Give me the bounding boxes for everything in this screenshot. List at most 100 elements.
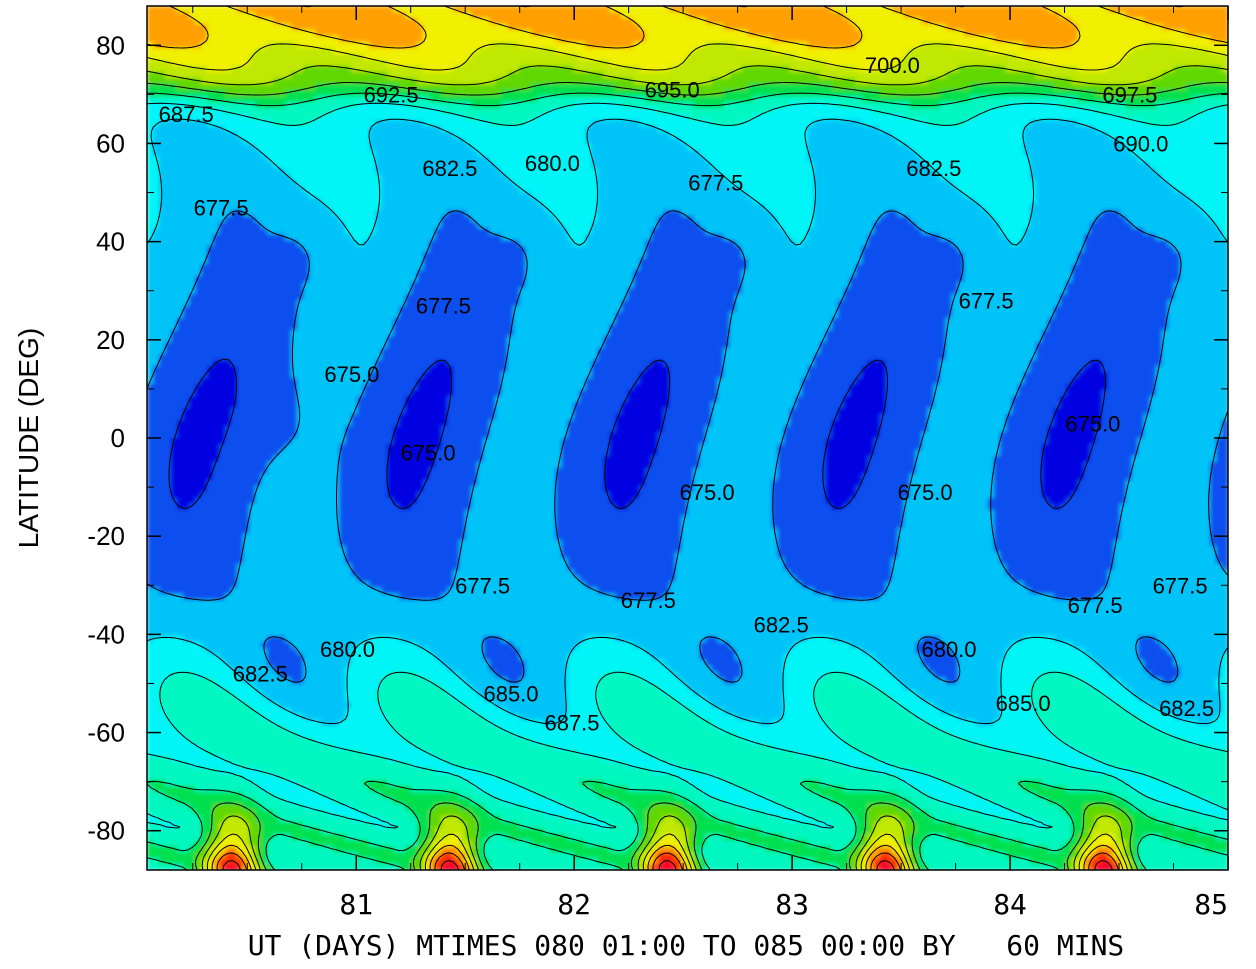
field-cell (1101, 6, 1109, 13)
field-cell (843, 30, 851, 37)
field-cell (249, 60, 256, 67)
field-cell (399, 96, 406, 103)
field-cell (897, 84, 905, 91)
field-cell (807, 6, 815, 13)
field-cell (837, 162, 845, 169)
field-cell (723, 132, 731, 139)
field-cell (477, 156, 485, 163)
field-cell (615, 162, 623, 169)
field-cell (1209, 6, 1217, 13)
field-cell (609, 84, 617, 91)
field-cell (591, 144, 599, 151)
field-cell (1203, 42, 1211, 49)
field-cell (327, 24, 334, 31)
field-cell (813, 120, 821, 127)
field-cell (273, 36, 280, 43)
field-cell (609, 66, 617, 73)
field-cell (1209, 156, 1217, 163)
field-cell (633, 162, 641, 169)
field-cell (969, 48, 977, 55)
field-cell (663, 108, 671, 115)
field-cell (483, 6, 491, 13)
field-cell (531, 24, 539, 31)
field-cell (609, 168, 617, 175)
field-cell (1089, 138, 1097, 145)
field-cell (1047, 114, 1055, 121)
field-cell (1215, 30, 1223, 37)
field-cell (957, 78, 965, 85)
field-cell (717, 168, 725, 175)
field-cell (615, 42, 623, 49)
field-cell (843, 84, 851, 91)
field-cell (189, 12, 196, 19)
field-cell (213, 6, 220, 13)
field-cell (501, 120, 509, 127)
field-cell (261, 126, 268, 133)
field-cell (747, 42, 755, 49)
field-cell (435, 24, 442, 31)
field-cell (1053, 114, 1061, 121)
field-cell (453, 120, 460, 127)
field-cell (321, 60, 328, 67)
field-cell (735, 18, 743, 25)
field-cell (279, 12, 286, 19)
field-cell (243, 36, 250, 43)
field-cell (1221, 72, 1228, 79)
field-cell (255, 156, 262, 163)
field-cell (669, 156, 677, 163)
field-cell (453, 150, 460, 157)
field-cell (255, 90, 262, 97)
field-cell (963, 138, 971, 145)
field-cell (447, 42, 454, 49)
field-cell (1167, 126, 1175, 133)
field-cell (171, 48, 178, 55)
field-cell (195, 138, 202, 145)
field-cell (1113, 54, 1121, 61)
field-cell (363, 30, 370, 37)
field-cell (267, 48, 274, 55)
field-cell (411, 66, 418, 73)
field-cell (555, 90, 563, 97)
field-cell (873, 132, 881, 139)
field-cell (177, 24, 184, 31)
field-cell (357, 18, 364, 25)
field-cell (177, 54, 184, 61)
field-cell (333, 126, 340, 133)
field-cell (219, 114, 226, 121)
field-cell (537, 48, 545, 55)
field-cell (651, 84, 659, 91)
field-cell (489, 108, 497, 115)
field-cell (897, 42, 905, 49)
field-cell (471, 60, 479, 67)
field-cell (1215, 132, 1223, 139)
field-cell (645, 144, 653, 151)
field-cell (927, 12, 935, 19)
field-cell (615, 90, 623, 97)
field-cell (999, 6, 1007, 13)
field-cell (753, 12, 761, 19)
field-cell (291, 126, 298, 133)
field-cell (909, 24, 917, 31)
field-cell (495, 30, 503, 37)
field-cell (885, 96, 893, 103)
field-cell (777, 30, 785, 37)
field-cell (1017, 150, 1025, 157)
field-cell (591, 6, 599, 13)
field-cell (345, 150, 352, 157)
field-cell (753, 156, 761, 163)
field-cell (855, 150, 863, 157)
field-cell (933, 72, 941, 79)
field-cell (1155, 144, 1163, 151)
field-cell (555, 138, 563, 145)
field-cell (189, 54, 196, 61)
field-cell (525, 114, 533, 121)
field-cell (453, 18, 460, 25)
field-cell (1167, 30, 1175, 37)
field-cell (531, 84, 539, 91)
field-cell (663, 72, 671, 79)
field-cell (741, 30, 749, 37)
field-cell (315, 132, 322, 139)
field-cell (969, 126, 977, 133)
field-cell (549, 138, 557, 145)
field-cell (387, 96, 394, 103)
